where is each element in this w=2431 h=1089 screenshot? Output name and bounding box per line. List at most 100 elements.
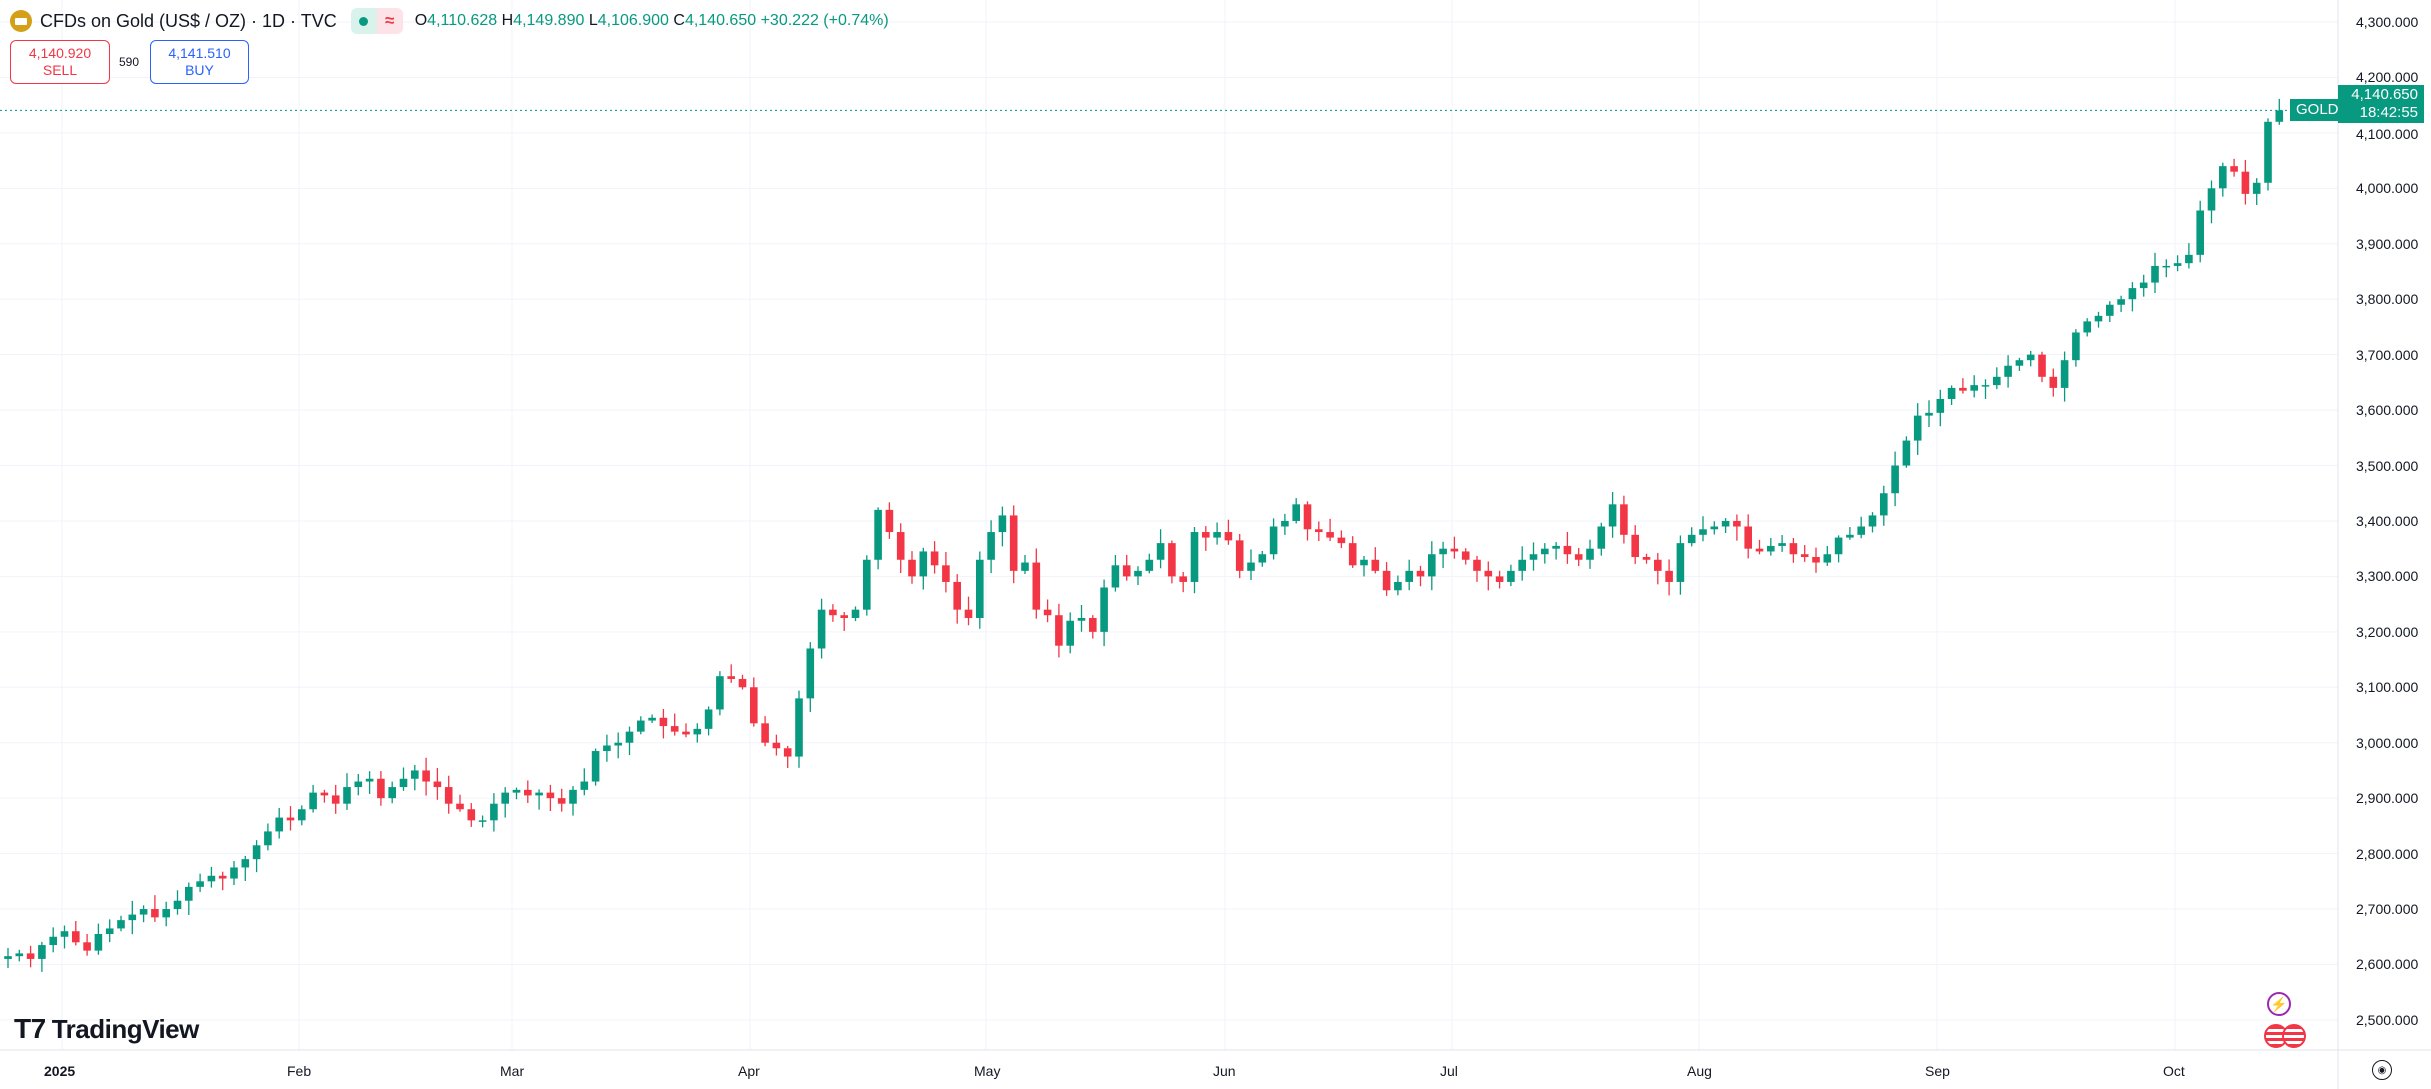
candle-body: [2162, 265, 2171, 268]
candle-body: [1089, 617, 1097, 632]
candle-body: [817, 609, 826, 649]
candle-body: [501, 792, 509, 804]
candle-body: [2264, 121, 2272, 183]
candle-body: [1574, 554, 1583, 560]
candle-body: [727, 676, 735, 679]
last-price-tag: 4,140.650 18:42:55: [2338, 85, 2424, 123]
candle-body: [1608, 504, 1617, 527]
buy-button[interactable]: 4,141.510 BUY: [150, 40, 249, 84]
candle-body: [264, 831, 272, 846]
price-axis-label: 3,400.000: [2356, 512, 2419, 529]
candle-body: [2139, 282, 2148, 289]
candle-body: [331, 795, 340, 804]
delayed-data-icon: ≈: [376, 8, 403, 34]
lightning-event-icon[interactable]: ⚡: [2267, 992, 2291, 1016]
low-label: L: [588, 12, 598, 29]
candle-body: [388, 787, 396, 799]
candle-body: [162, 909, 170, 918]
time-axis-label: May: [974, 1063, 1001, 1079]
candle-body: [1981, 385, 1990, 387]
candle-body: [422, 770, 430, 782]
buy-label: BUY: [185, 62, 214, 78]
high-label: H: [501, 12, 514, 29]
candle-body: [1925, 412, 1933, 416]
bar-countdown: 18:42:55: [2359, 104, 2418, 121]
candle-body: [478, 820, 487, 822]
candle-body: [580, 781, 589, 790]
candle-body: [456, 803, 464, 810]
time-axis-label: Jun: [1213, 1063, 1236, 1079]
candle-body: [1303, 504, 1312, 530]
candle-body: [2275, 110, 2284, 122]
candle-body: [1213, 532, 1221, 538]
candle-body: [1733, 520, 1741, 527]
logo-text: TradingView: [51, 1013, 200, 1044]
candle-body: [2094, 315, 2103, 322]
candle-body: [1676, 543, 1685, 582]
market-status[interactable]: ≈: [350, 8, 403, 34]
candle-body: [953, 581, 961, 610]
spread: 590: [119, 55, 140, 69]
candle-body: [1348, 543, 1357, 566]
tradingview-logo-icon: T7: [14, 1013, 46, 1044]
candle-body: [1258, 554, 1267, 563]
candle-body: [1043, 609, 1052, 616]
time-axis-label: Apr: [738, 1063, 760, 1079]
candle-body: [863, 559, 871, 610]
candle-body: [1665, 570, 1673, 582]
us-flag-event-icon[interactable]: [2282, 1024, 2306, 1048]
candle-body: [1122, 565, 1131, 577]
candle-body: [1654, 559, 1662, 571]
candle-body: [1789, 543, 1798, 555]
candle-body: [2083, 321, 2091, 333]
symbol-title[interactable]: CFDs on Gold (US$ / OZ) · 1D · TVC: [40, 10, 337, 31]
time-axis-label: Feb: [287, 1063, 312, 1079]
candle-body: [49, 936, 57, 946]
candle-body: [1936, 398, 1945, 413]
candle-body: [4, 956, 12, 959]
candle-body: [1111, 565, 1120, 588]
candle-body: [851, 609, 860, 618]
candle-body: [2196, 210, 2204, 255]
candle-body: [72, 931, 80, 943]
ohlc-values: O4,110.628 H4,149.890 L4,106.900 C4,140.…: [415, 12, 889, 30]
candle-body: [1947, 387, 1956, 399]
settings-gear-icon[interactable]: ◉: [2372, 1060, 2392, 1080]
candle-body: [218, 875, 227, 879]
candle-body: [1507, 570, 1515, 582]
candle-body: [1868, 515, 1877, 527]
candle-body: [1642, 556, 1651, 560]
price-axis-label: 2,600.000: [2356, 956, 2419, 973]
candle-body: [806, 648, 815, 699]
time-axis-label: Mar: [500, 1063, 525, 1079]
candle-body: [1315, 529, 1323, 533]
candle-body: [625, 731, 634, 743]
open-value: 4,110.628: [427, 12, 498, 29]
candle-body: [1450, 548, 1459, 552]
sell-button[interactable]: 4,140.920 SELL: [10, 40, 110, 84]
candle-body: [365, 778, 374, 782]
candle-body: [354, 781, 363, 788]
price-axis-label: 4,300.000: [2356, 14, 2419, 30]
candle-body: [241, 859, 250, 868]
candle-body: [1269, 526, 1278, 555]
candle-body: [942, 565, 950, 582]
candle-body: [659, 717, 668, 727]
candle-body: [1066, 620, 1074, 646]
candle-body: [1721, 520, 1730, 527]
candle-body: [1755, 548, 1764, 552]
candle-body: [207, 875, 216, 882]
open-label: O: [414, 12, 428, 29]
candle-body: [230, 867, 238, 879]
candle-body: [1145, 559, 1154, 571]
candle-body: [2207, 188, 2216, 211]
candle-body: [139, 909, 148, 915]
price-axis-label: 2,900.000: [2356, 790, 2419, 807]
candle-body: [1190, 532, 1199, 582]
candle-body: [637, 720, 645, 732]
candle-body: [151, 909, 159, 918]
candle-body: [1597, 526, 1606, 549]
candle-body: [1767, 545, 1775, 552]
tradingview-logo[interactable]: T7 TradingView: [14, 1013, 199, 1045]
